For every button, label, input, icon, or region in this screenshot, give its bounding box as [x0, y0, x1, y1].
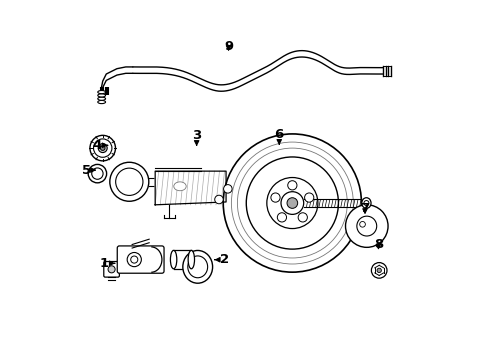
Ellipse shape: [98, 94, 105, 97]
Ellipse shape: [98, 100, 105, 104]
Circle shape: [359, 221, 365, 227]
Circle shape: [88, 165, 106, 183]
Circle shape: [108, 266, 115, 273]
Circle shape: [116, 168, 142, 195]
Circle shape: [287, 181, 296, 190]
Circle shape: [90, 135, 115, 161]
Circle shape: [298, 213, 307, 222]
Ellipse shape: [173, 182, 186, 191]
Ellipse shape: [183, 251, 212, 283]
Text: 7: 7: [360, 202, 369, 215]
Polygon shape: [155, 171, 225, 205]
Circle shape: [223, 185, 232, 193]
Circle shape: [100, 146, 105, 150]
Circle shape: [223, 134, 361, 272]
Circle shape: [93, 139, 112, 157]
Ellipse shape: [361, 198, 370, 208]
Circle shape: [98, 144, 107, 153]
Circle shape: [345, 205, 387, 247]
Circle shape: [266, 177, 317, 229]
FancyBboxPatch shape: [103, 261, 119, 277]
Text: 5: 5: [82, 163, 95, 176]
Text: 1: 1: [100, 257, 114, 270]
Circle shape: [130, 256, 138, 263]
Circle shape: [304, 193, 313, 202]
Ellipse shape: [98, 97, 105, 100]
Circle shape: [246, 157, 338, 249]
Text: 3: 3: [192, 129, 201, 145]
Circle shape: [270, 193, 280, 202]
Circle shape: [356, 216, 376, 236]
Ellipse shape: [98, 90, 105, 94]
Circle shape: [363, 201, 368, 206]
Text: 8: 8: [373, 238, 382, 251]
Ellipse shape: [170, 250, 177, 269]
Circle shape: [127, 252, 141, 267]
Ellipse shape: [188, 250, 194, 269]
Circle shape: [376, 268, 381, 273]
Text: 6: 6: [274, 128, 283, 144]
Text: 2: 2: [214, 253, 229, 266]
Ellipse shape: [187, 256, 207, 278]
Circle shape: [231, 142, 353, 264]
Circle shape: [110, 162, 148, 201]
Text: 9: 9: [224, 40, 233, 53]
Circle shape: [277, 213, 286, 222]
Circle shape: [281, 192, 303, 215]
Circle shape: [92, 168, 103, 179]
FancyBboxPatch shape: [117, 246, 163, 273]
Circle shape: [237, 148, 346, 258]
Circle shape: [370, 262, 386, 278]
Circle shape: [286, 198, 297, 208]
Circle shape: [214, 195, 223, 204]
Text: 4: 4: [93, 139, 107, 152]
